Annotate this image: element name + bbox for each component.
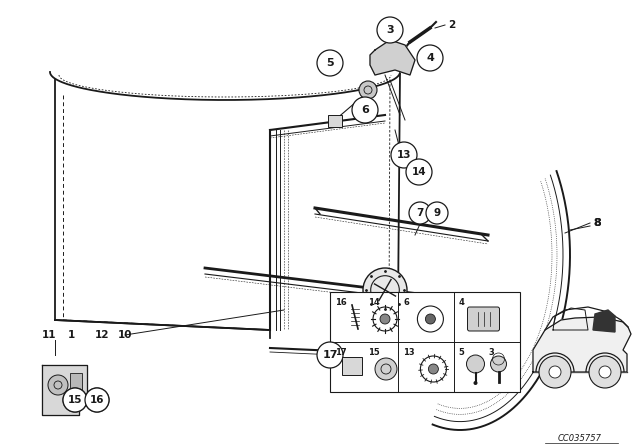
- Text: 5: 5: [458, 348, 465, 357]
- Circle shape: [375, 358, 397, 380]
- FancyBboxPatch shape: [342, 357, 362, 375]
- Circle shape: [426, 314, 435, 324]
- Polygon shape: [533, 317, 631, 372]
- Text: 7: 7: [416, 208, 424, 218]
- Circle shape: [490, 356, 506, 372]
- Circle shape: [409, 202, 431, 224]
- Text: 17: 17: [323, 350, 338, 360]
- Circle shape: [317, 50, 343, 76]
- Text: 11: 11: [42, 330, 56, 340]
- Circle shape: [406, 159, 432, 185]
- Circle shape: [549, 366, 561, 378]
- Circle shape: [63, 388, 87, 412]
- Circle shape: [589, 356, 621, 388]
- Circle shape: [85, 388, 109, 412]
- Text: CC035757: CC035757: [558, 434, 602, 443]
- FancyBboxPatch shape: [328, 115, 342, 127]
- Polygon shape: [370, 40, 415, 75]
- Text: 15: 15: [68, 395, 83, 405]
- Text: 13: 13: [397, 150, 412, 160]
- Text: 14: 14: [368, 298, 380, 307]
- Text: 14: 14: [412, 167, 426, 177]
- Circle shape: [359, 81, 377, 99]
- Circle shape: [426, 202, 448, 224]
- Text: 3: 3: [488, 348, 494, 357]
- Polygon shape: [593, 310, 615, 332]
- Text: 9: 9: [433, 208, 440, 218]
- Circle shape: [352, 97, 378, 123]
- Circle shape: [380, 314, 390, 324]
- Bar: [70, 373, 82, 401]
- Circle shape: [539, 356, 571, 388]
- Circle shape: [377, 17, 403, 43]
- Text: 4: 4: [426, 53, 434, 63]
- Bar: [330, 292, 520, 392]
- Text: 13: 13: [403, 348, 415, 357]
- Text: 5: 5: [326, 58, 334, 68]
- Circle shape: [474, 381, 477, 385]
- Circle shape: [467, 355, 484, 373]
- Text: 2: 2: [448, 20, 455, 30]
- Text: 6: 6: [361, 105, 369, 115]
- Circle shape: [428, 364, 438, 374]
- Text: 1: 1: [68, 330, 76, 340]
- Circle shape: [391, 142, 417, 168]
- Text: 8: 8: [593, 218, 601, 228]
- Text: 16: 16: [90, 395, 104, 405]
- Circle shape: [317, 342, 343, 368]
- Circle shape: [417, 45, 443, 71]
- Text: 12: 12: [95, 330, 109, 340]
- FancyBboxPatch shape: [467, 307, 499, 331]
- Circle shape: [599, 366, 611, 378]
- Text: 16: 16: [335, 298, 347, 307]
- Circle shape: [363, 268, 407, 312]
- Polygon shape: [42, 365, 87, 415]
- Text: 15: 15: [368, 348, 380, 357]
- Text: 17: 17: [335, 348, 347, 357]
- Text: 10: 10: [118, 330, 132, 340]
- Text: 6: 6: [403, 298, 409, 307]
- Circle shape: [48, 375, 68, 395]
- Text: 3: 3: [386, 25, 394, 35]
- Circle shape: [63, 388, 87, 412]
- Text: 8: 8: [593, 218, 601, 228]
- Text: 4: 4: [458, 298, 465, 307]
- Circle shape: [85, 388, 109, 412]
